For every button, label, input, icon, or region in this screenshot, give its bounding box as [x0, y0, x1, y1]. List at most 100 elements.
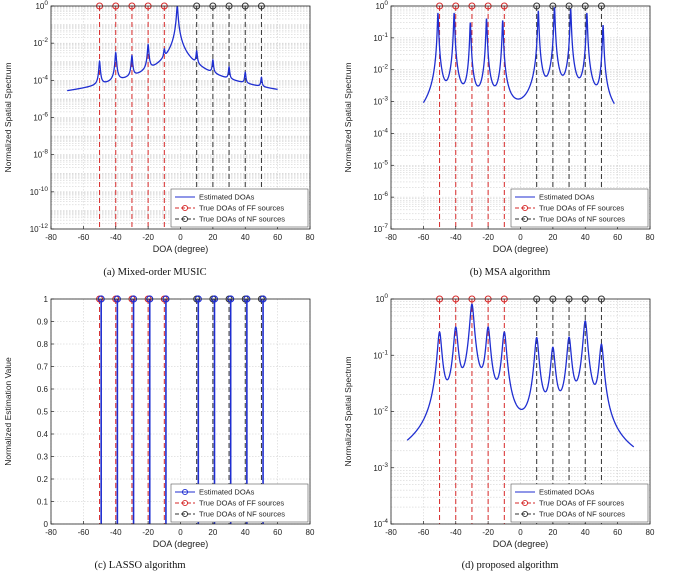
ff-sources-swatch-marker: [521, 499, 529, 507]
x-tick-label: 20: [208, 528, 217, 537]
legend-ff-label: True DOAs of FF sources: [199, 499, 284, 508]
y-tick-label: 10-8: [33, 149, 48, 160]
x-tick-label: 40: [241, 528, 250, 537]
x-tick-label: 0: [178, 233, 183, 242]
chart-caption: (b) MSA algorithm: [470, 267, 551, 278]
chart-caption: (a) Mixed-order MUSIC: [103, 267, 206, 278]
y-tick-label: 10-6: [33, 112, 48, 123]
x-tick-label: -80: [45, 233, 57, 242]
nf-sources-swatch-marker: [181, 510, 189, 518]
x-tick-label: -80: [45, 528, 57, 537]
y-tick-label: 10-2: [373, 406, 388, 417]
legend-nf-label: True DOAs of NF sources: [539, 510, 625, 519]
y-axis-label: Normalized Estimation Value: [3, 357, 13, 466]
x-tick-label: -80: [385, 233, 397, 242]
x-tick-label: 20: [548, 528, 557, 537]
legend-ff-label: True DOAs of FF sources: [199, 204, 284, 213]
estimated-doas-swatch-marker: [181, 488, 189, 496]
y-tick-label: 10-1: [373, 349, 388, 360]
estimated-spectrum-line: [406, 303, 635, 448]
chart-panel-c: -80 -60 -40 -20 0 20 40 60 80 0 0.1 0.2 0.3 0.4 0.5 0.6…: [3, 295, 315, 571]
legend-nf-label: True DOAs of NF sources: [199, 510, 285, 519]
y-tick-label: 0.5: [37, 408, 49, 417]
x-tick-label: -40: [110, 528, 122, 537]
chart-panel-b: -80 -60 -40 -20 0 20 40 60 80 100 10-1 10-2 10-3 10-4…: [343, 0, 655, 278]
x-tick-label: 80: [646, 528, 655, 537]
legend-estimated-label: Estimated DOAs: [199, 193, 255, 202]
x-tick-label: 40: [581, 528, 590, 537]
x-tick-label: 60: [273, 233, 282, 242]
legend-estimated-label: Estimated DOAs: [199, 488, 255, 497]
y-tick-label: 10-2: [373, 64, 388, 75]
ff-sources-swatch-marker: [181, 499, 189, 507]
estimated-spectrum-line: [67, 6, 278, 92]
y-tick-label: 10-7: [373, 223, 388, 234]
y-tick-label: 10-12: [30, 223, 49, 234]
x-tick-label: 40: [241, 233, 250, 242]
x-tick-label: -20: [142, 528, 154, 537]
x-tick-label: 60: [273, 528, 282, 537]
y-tick-label: 10-4: [373, 127, 388, 138]
y-tick-label: 0.6: [37, 385, 49, 394]
y-tick-label: 10-10: [30, 186, 49, 197]
y-tick-label: 0.2: [37, 475, 49, 484]
x-tick-label: -20: [482, 528, 494, 537]
y-axis-label: Normalized Spatial Spectrum: [343, 62, 353, 172]
y-tick-label: 10-1: [373, 32, 388, 43]
x-tick-label: 0: [518, 528, 523, 537]
legend: Estimated DOAs True DOAs of FF sources Tru…: [170, 188, 309, 228]
x-tick-label: -40: [450, 233, 462, 242]
y-tick-label: 0.9: [37, 318, 49, 327]
y-tick-label: 100: [375, 293, 388, 304]
y-axis-label: Normalized Spatial Spectrum: [3, 62, 13, 172]
y-tick-label: 100: [35, 0, 48, 11]
nf-sources-swatch-marker: [181, 215, 189, 223]
y-tick-label: 10-3: [373, 96, 388, 107]
x-tick-label: 60: [613, 233, 622, 242]
x-tick-label: 80: [646, 233, 655, 242]
x-tick-label: 20: [208, 233, 217, 242]
legend-estimated-label: Estimated DOAs: [539, 488, 595, 497]
x-tick-label: 60: [613, 528, 622, 537]
chart-panel-a: -80 -60 -40 -20 0 20 40 60 80 100 10-2 10-4 10-6 10-8…: [3, 0, 315, 278]
y-tick-label: 10-4: [373, 518, 388, 529]
y-tick-label: 10-4: [33, 74, 48, 85]
legend-nf-label: True DOAs of NF sources: [539, 215, 625, 224]
x-tick-label: 0: [178, 528, 183, 537]
x-tick-label: 20: [548, 233, 557, 242]
legend-nf-label: True DOAs of NF sources: [199, 215, 285, 224]
chart-caption: (d) proposed algorithm: [462, 560, 559, 571]
legend: Estimated DOAs True DOAs of FF sources Tru…: [510, 188, 649, 228]
chart-panel-d: -80 -60 -40 -20 0 20 40 60 80 100 10-1 10-2 10-3 10-4…: [343, 293, 655, 571]
nf-sources-swatch-marker: [521, 215, 529, 223]
ff-sources-swatch-marker: [181, 204, 189, 212]
x-tick-label: -20: [142, 233, 154, 242]
x-tick-label: -60: [78, 528, 90, 537]
x-tick-label: -20: [482, 233, 494, 242]
x-tick-label: 80: [306, 528, 315, 537]
legend: Estimated DOAs True DOAs of FF sources Tru…: [510, 483, 649, 523]
y-tick-label: 0.8: [37, 340, 49, 349]
x-axis-label: DOA (degree): [493, 244, 549, 254]
y-tick-label: 10-5: [373, 159, 388, 170]
nf-sources-swatch-marker: [521, 510, 529, 518]
x-tick-label: 40: [581, 233, 590, 242]
x-tick-label: 80: [306, 233, 315, 242]
x-axis-label: DOA (degree): [153, 244, 209, 254]
y-tick-label: 0.1: [37, 498, 49, 507]
y-tick-label: 0.3: [37, 453, 49, 462]
x-tick-label: -60: [418, 233, 430, 242]
legend-ff-label: True DOAs of FF sources: [539, 204, 624, 213]
y-tick-label: 0: [44, 520, 49, 529]
y-tick-label: 100: [375, 0, 388, 11]
x-tick-label: -40: [110, 233, 122, 242]
estimated-spectrum-line: [422, 7, 615, 105]
y-tick-label: 10-2: [33, 37, 48, 48]
x-axis-label: DOA (degree): [493, 539, 549, 549]
y-tick-label: 10-3: [373, 462, 388, 473]
y-tick-label: 0.4: [37, 430, 49, 439]
x-tick-label: -40: [450, 528, 462, 537]
x-axis-label: DOA (degree): [153, 539, 209, 549]
x-tick-label: -60: [78, 233, 90, 242]
